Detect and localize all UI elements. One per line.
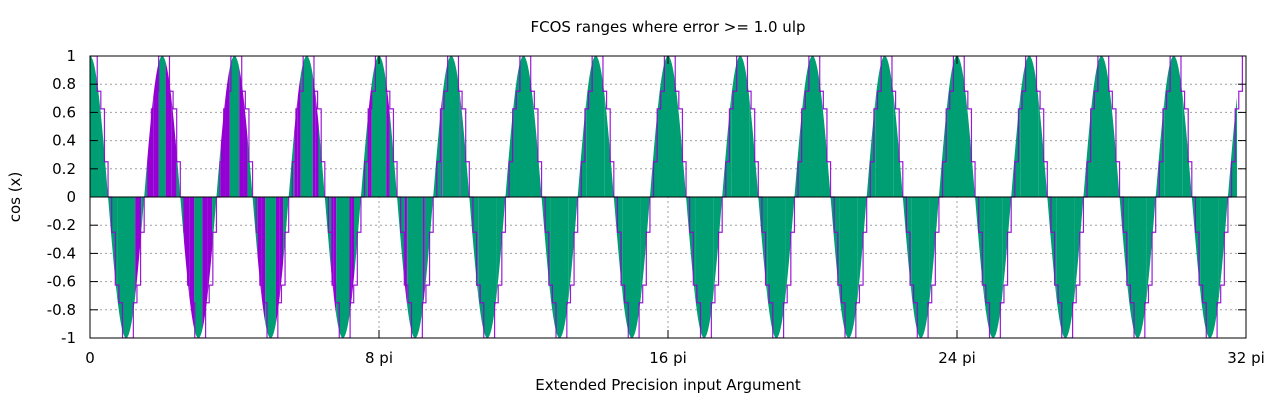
- x-tick-label: 32 pi: [1227, 349, 1265, 367]
- y-tick-label: 0.6: [52, 103, 76, 121]
- cos-lobe-ok: [371, 56, 387, 197]
- error-step-lines: [90, 56, 1243, 338]
- y-tick-label: 0: [66, 188, 76, 206]
- cos-lobe-ok: [1020, 56, 1039, 197]
- cos-lobe-error: [171, 97, 177, 197]
- cos-lobe-error: [153, 62, 159, 197]
- cos-lobe-error: [386, 83, 389, 197]
- cos-lobe-ok: [550, 197, 569, 338]
- cos-lobe-ok: [586, 56, 605, 197]
- cos-lobe-error: [404, 197, 407, 297]
- y-axis-ticks: 1 0.8 0.6 0.4 0.2 0 -0.2 -0.4 -0.6 -0.8 -1: [47, 47, 1246, 347]
- cos-lobe-ok: [1056, 197, 1075, 338]
- cos-lobe-error: [279, 197, 284, 297]
- cos-lobe-ok: [1128, 197, 1147, 338]
- cos-lobe-error: [441, 97, 443, 197]
- cos-lobe-error: [135, 197, 142, 297]
- cos-lobe-ok: [158, 56, 166, 197]
- y-tick-label: -0.6: [47, 273, 76, 291]
- cos-lobe-error: [388, 97, 390, 197]
- cos-lobe-ok: [336, 197, 350, 338]
- x-tick-label: 24 pi: [938, 349, 976, 367]
- cos-lobe-error: [312, 74, 316, 197]
- error-step-line: [90, 56, 1243, 338]
- y-tick-label: 0.4: [52, 132, 76, 150]
- x-tick-label: 0: [85, 349, 95, 367]
- cos-lobe-ok: [695, 197, 714, 338]
- y-tick-label: -0.4: [47, 244, 76, 262]
- cos-fill-area: [90, 56, 1237, 338]
- cos-lobe-ok: [1200, 197, 1219, 338]
- cos-lobe-ok: [911, 197, 930, 338]
- cos-lobe-ok: [265, 197, 276, 338]
- x-tick-label: 8 pi: [365, 349, 393, 367]
- cos-lobe-ok: [300, 56, 313, 197]
- cos-lobe-ok: [731, 56, 750, 197]
- cos-lobe-error: [369, 83, 372, 197]
- cos-lobe-ok: [875, 56, 894, 197]
- y-tick-label: -0.2: [47, 216, 76, 234]
- cos-lobe-ok: [622, 197, 641, 338]
- cos-lobe-ok: [442, 56, 460, 198]
- cos-lobe-ok: [947, 56, 967, 197]
- cos-lobe-error: [261, 197, 266, 324]
- cos-lobe-error: [351, 197, 354, 297]
- cos-lobe-ok: [803, 56, 822, 197]
- cos-lobe-ok: [984, 197, 1003, 338]
- y-tick-label: -1: [61, 329, 76, 347]
- cos-lobe-error: [207, 197, 213, 297]
- cos-lobe-ok: [514, 56, 533, 197]
- y-tick-label: 0.2: [52, 160, 76, 178]
- cos-lobe-error: [349, 197, 352, 316]
- cos-lobe-ok: [229, 56, 240, 198]
- cos-lobe-error: [239, 67, 244, 197]
- chart-title: FCOS ranges where error >= 1.0 ulp: [530, 18, 805, 36]
- x-axis-ticks: 0 8 pi 16 pi 24 pi 32 pi: [85, 56, 1265, 367]
- cos-lobe-error: [423, 197, 425, 306]
- y-axis-label: cos (x): [6, 172, 24, 223]
- cos-lobe-ok: [1092, 56, 1111, 197]
- cos-lobe-error: [406, 197, 408, 306]
- cos-lobe-error: [243, 97, 248, 197]
- x-axis-label: Extended Precision input Argument: [535, 376, 801, 394]
- cos-lobe-ok: [767, 197, 786, 338]
- cos-lobe-ok: [839, 197, 858, 338]
- cos-lobe-ok: [478, 197, 497, 338]
- y-tick-label: -0.8: [47, 301, 76, 319]
- cos-lobe-error: [202, 197, 208, 330]
- cos-lobe-ok: [407, 197, 424, 338]
- y-tick-label: 1: [66, 47, 76, 65]
- cos-lobe-error: [165, 62, 172, 197]
- cos-lobe-error: [315, 97, 319, 197]
- cos-lobe-ok: [117, 197, 136, 338]
- cos-lobe-error: [424, 197, 425, 297]
- cos-lobe-error: [275, 197, 280, 324]
- cos-lobe-ok: [194, 197, 203, 338]
- x-tick-label: 16 pi: [649, 349, 687, 367]
- y-tick-label: 0.8: [52, 75, 76, 93]
- cos-lobe-ok: [658, 56, 678, 197]
- cos-lobe-error: [225, 67, 230, 197]
- cos-lobe-ok: [1164, 56, 1183, 197]
